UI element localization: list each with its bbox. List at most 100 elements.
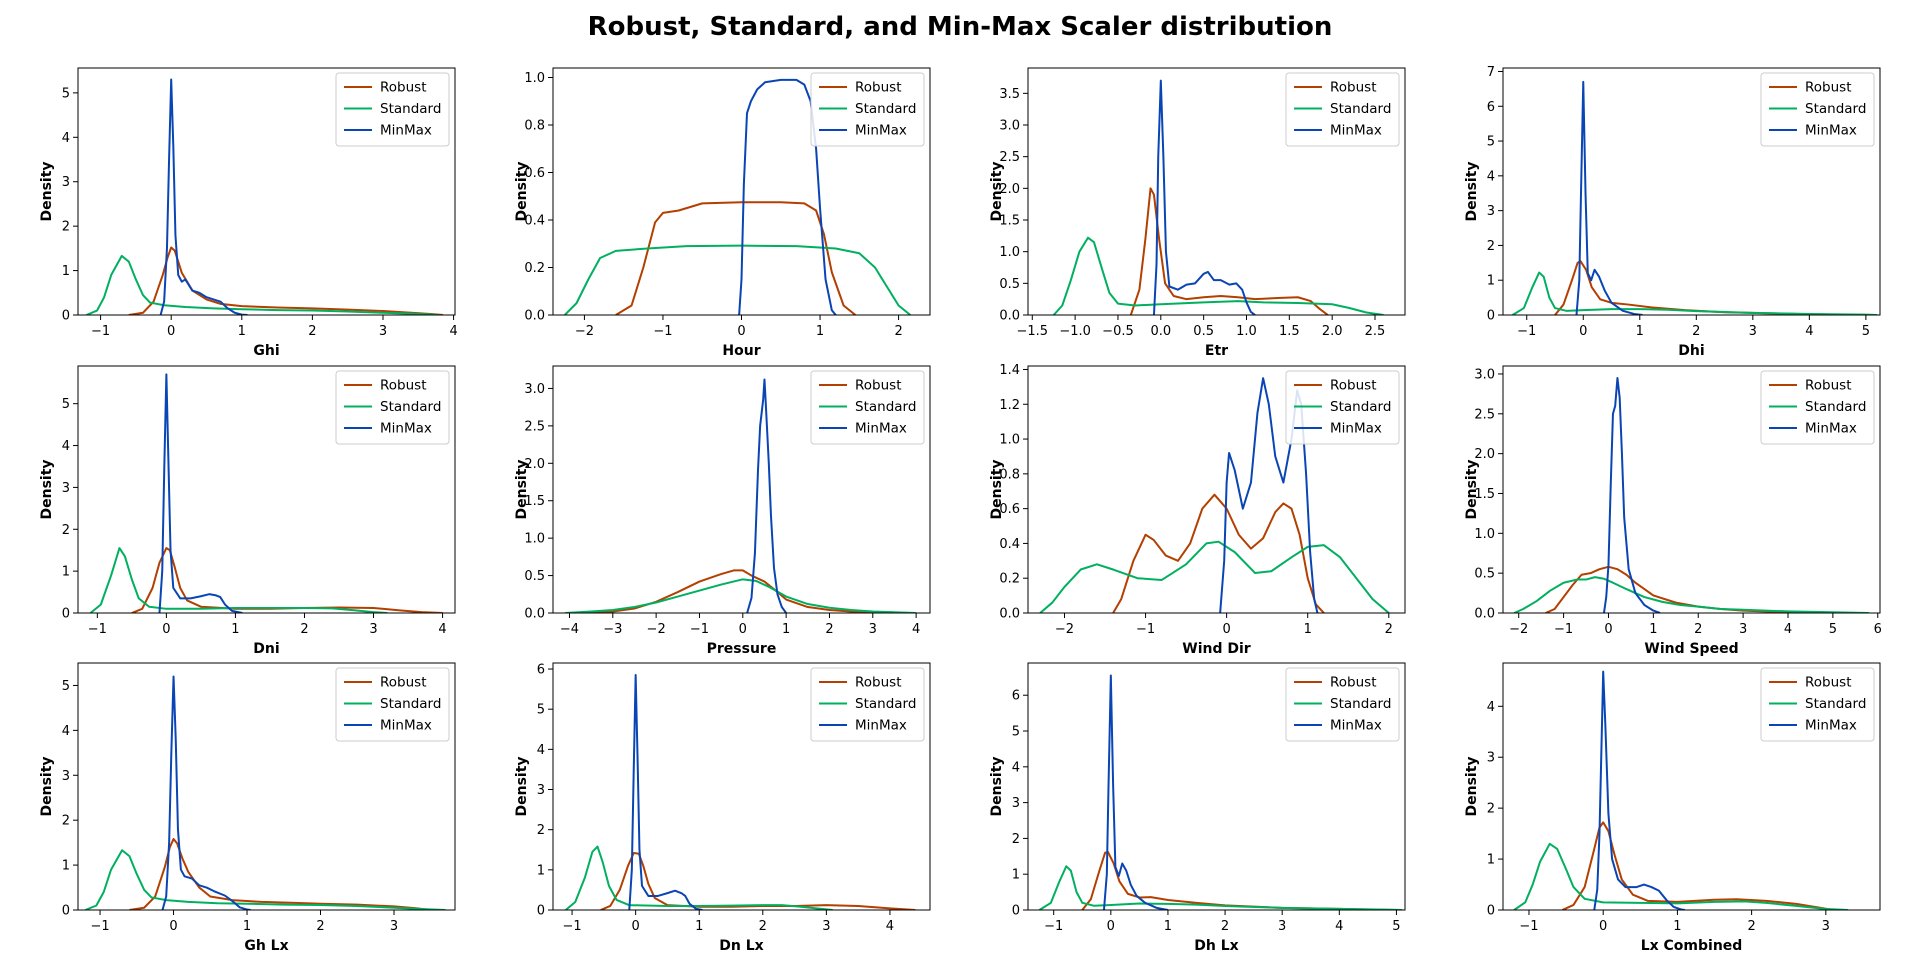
legend-label-standard: Standard [380,696,441,712]
series-line-robust [128,246,444,315]
series-line-standard [1039,540,1390,613]
x-tick-label: 1 [1304,622,1312,637]
legend: Robust Standard MinMax [335,72,450,147]
y-tick-label: 2 [62,814,70,829]
y-axis-label: Density [989,459,1005,519]
legend-label-minmax: MinMax [1805,421,1857,437]
series-line-standard [89,547,388,613]
subplot-10: −1 0 1 2 3 4 5 0 1 2 3 4 5 6 Dh Lx Density Robust Standar… [989,662,1406,954]
y-tick-label: 5 [1012,725,1020,740]
x-tick-label: 0 [1107,919,1115,934]
plot-area [89,373,443,613]
legend-label-robust: Robust [380,378,427,394]
series-line-minmax [1152,79,1256,315]
y-tick-label: 0.5 [524,569,545,584]
legend-label-robust: Robust [1805,675,1852,691]
y-tick-label: 1.0 [1474,527,1495,542]
x-tick-label: 5 [1829,622,1837,637]
y-tick-label: 0.8 [999,467,1020,482]
series-line-standard [1513,576,1869,613]
legend-box [1760,370,1875,445]
x-tick-label: 0 [1579,324,1587,339]
y-tick-label: 5 [62,679,70,694]
y-tick-label: 0.4 [524,214,545,229]
legend-label-standard: Standard [855,696,916,712]
series-line-robust [569,569,895,613]
legend-label-minmax: MinMax [1330,421,1382,437]
x-tick-label: 0 [632,919,640,934]
y-tick-label: 3 [1487,204,1495,219]
plot-area [84,675,446,910]
legend: Robust Standard MinMax [1760,667,1875,742]
subplot-9: −1 0 1 2 3 4 0 1 2 3 4 5 6 Dn Lx Density Robust Standard… [514,662,931,954]
y-tick-label: 4 [1012,760,1020,775]
x-tick-label: −2 [1055,622,1074,637]
y-tick-label: 1 [537,863,545,878]
x-tick-label: 3 [1749,324,1757,339]
y-tick-label: 3 [62,175,70,190]
legend-label-robust: Robust [855,80,902,96]
legend: Robust Standard MinMax [335,370,450,445]
legend-label-robust: Robust [855,675,902,691]
y-tick-label: 2.0 [524,457,545,472]
x-tick-label: 5 [1392,919,1400,934]
x-tick-label: −1 [91,324,110,339]
y-tick-label: 7 [1487,65,1495,80]
x-tick-label: −1 [690,622,709,637]
x-tick-label: 1 [1673,919,1681,934]
x-axis-label: Wind Dir [1182,641,1251,657]
plot-area [565,378,917,613]
legend: Robust Standard MinMax [335,667,450,742]
x-tick-label: 2.0 [1322,324,1343,339]
legend-label-minmax: MinMax [380,718,432,734]
y-tick-label: 1.5 [999,214,1020,229]
axes-frame [1027,67,1406,316]
x-tick-label: −1.5 [1016,324,1048,339]
y-tick-label: 1 [62,565,70,580]
x-tick-label: 0 [162,622,170,637]
x-tick-label: 1 [231,622,239,637]
legend-label-standard: Standard [1805,101,1866,117]
plot-area [1039,377,1390,613]
x-axis-label: Pressure [707,641,777,657]
y-tick-label: 2 [1487,802,1495,817]
x-tick-label: −2 [575,324,594,339]
x-tick-label: −4 [560,622,579,637]
x-tick-label: 1 [816,324,824,339]
y-tick-label: 0.0 [999,309,1020,324]
x-tick-label: 0.5 [1193,324,1214,339]
y-tick-label: 4 [62,724,70,739]
y-tick-label: 1.4 [999,363,1020,378]
legend-label-minmax: MinMax [380,123,432,139]
y-tick-label: 3 [62,769,70,784]
y-tick-label: 1.0 [524,71,545,86]
x-tick-label: −1 [1044,919,1063,934]
y-tick-label: 1.5 [1474,487,1495,502]
y-tick-label: 4 [537,743,545,758]
x-tick-label: 1 [243,919,251,934]
series-line-standard [1512,271,1878,315]
y-tick-label: 2.0 [1474,447,1495,462]
plot-area [1513,376,1869,613]
y-tick-label: 0 [62,904,70,919]
x-tick-label: 3 [822,919,830,934]
axes-frame [77,67,456,316]
x-tick-label: 1 [1636,324,1644,339]
x-tick-label: −1 [88,622,107,637]
axes-frame [1502,365,1881,614]
y-tick-label: 2.0 [999,182,1020,197]
legend-label-minmax: MinMax [855,718,907,734]
legend-label-robust: Robust [1805,378,1852,394]
axes-frame [77,662,456,911]
series-line-minmax [628,674,703,910]
plot-area [1513,670,1849,910]
y-tick-label: 0.8 [524,119,545,134]
x-tick-label: 0.0 [1150,324,1171,339]
x-tick-label: 2 [1221,919,1229,934]
y-axis-label: Density [514,756,530,816]
x-tick-label: −1 [653,324,672,339]
series-line-robust [1554,260,1866,315]
y-tick-label: 4 [62,439,70,454]
subplot-6: −2 −1 0 1 2 0.0 0.2 0.4 0.6 0.8 1.0 1.2 1.4 Wind Dir D… [989,363,1406,657]
